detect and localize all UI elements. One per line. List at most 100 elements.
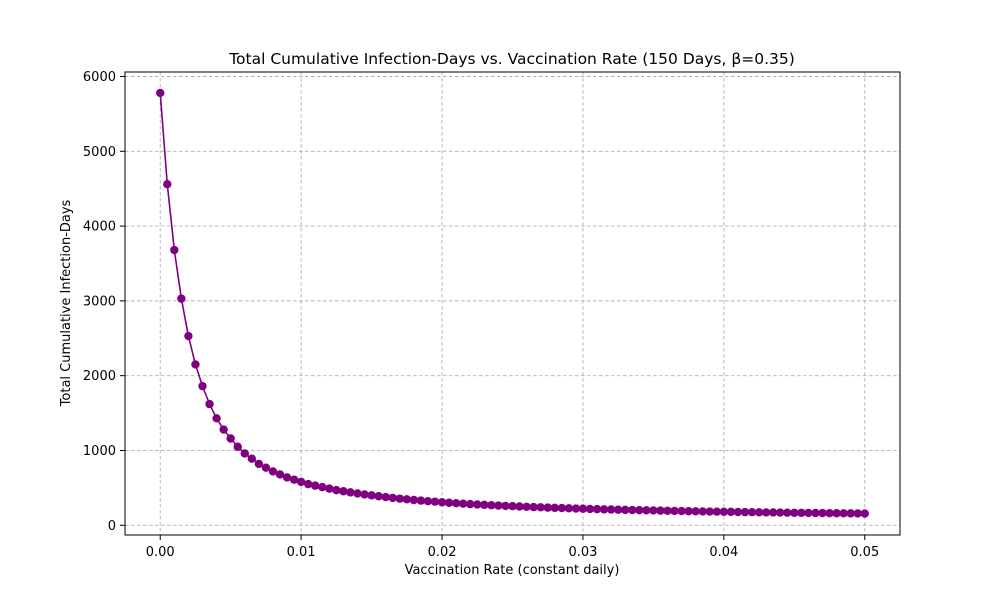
data-point (776, 508, 785, 517)
data-point (501, 501, 510, 511)
data-point (381, 492, 390, 502)
data-point (191, 360, 200, 369)
data-point (557, 503, 567, 513)
data-point (783, 508, 792, 517)
data-point (804, 508, 813, 518)
data-point (311, 481, 320, 490)
x-tick-label: 0.01 (287, 545, 316, 560)
data-point (705, 507, 714, 516)
x-tick-label: 0.03 (568, 545, 597, 560)
data-point (536, 503, 545, 512)
y-tick-label: 6000 (83, 70, 116, 85)
data-point (289, 475, 299, 484)
data-point (684, 507, 693, 516)
data-point (726, 507, 736, 517)
data-point (423, 496, 433, 506)
data-point (564, 504, 574, 513)
x-tick-label: 0.00 (146, 545, 175, 560)
x-tick-label: 0.05 (850, 545, 879, 560)
data-point (578, 504, 588, 513)
x-tick-label: 0.04 (709, 545, 738, 560)
data-point (374, 492, 383, 501)
data-point (473, 500, 482, 509)
data-point (247, 454, 257, 463)
data-point (825, 508, 834, 518)
data-point (832, 509, 841, 518)
x-axis-label: Vaccination Rate (constant daily) (405, 563, 620, 578)
data-point (522, 502, 531, 512)
data-point (635, 505, 644, 515)
data-point (254, 459, 264, 469)
data-point (818, 508, 827, 518)
data-point (698, 507, 707, 516)
data-point (388, 493, 397, 503)
plot-frame (124, 71, 901, 536)
data-point (275, 470, 285, 479)
data-point (853, 509, 862, 518)
data-point (282, 473, 292, 482)
data-point (649, 506, 658, 515)
y-tick-label: 2000 (83, 369, 116, 384)
data-point (296, 477, 306, 487)
data-point (494, 501, 503, 510)
y-tick-label: 3000 (83, 294, 116, 309)
data-point (790, 508, 799, 517)
data-point (318, 482, 327, 492)
data-point (543, 503, 552, 512)
data-point (656, 506, 665, 515)
data-point (487, 501, 496, 510)
data-point (156, 88, 165, 98)
data-point (550, 503, 559, 513)
data-point (233, 442, 242, 451)
data-point (480, 500, 489, 510)
data-point (628, 505, 637, 515)
data-point (592, 504, 602, 514)
data-point (353, 489, 362, 498)
data-point (430, 497, 440, 506)
data-point (268, 467, 278, 476)
data-point (416, 496, 426, 505)
data-point (860, 509, 869, 518)
y-tick-label: 5000 (83, 145, 116, 160)
grid (125, 72, 900, 535)
data-point (325, 484, 334, 493)
y-axis: 0 1000 2000 3000 4000 5000 6000 (83, 70, 125, 534)
data-point (212, 414, 221, 423)
data-point (219, 425, 228, 434)
data-point (205, 399, 214, 409)
data-point (515, 502, 524, 511)
data-point (606, 505, 616, 514)
data-point (444, 498, 454, 507)
data-point (839, 509, 848, 518)
data-point (451, 499, 461, 508)
chart-title: Total Cumulative Infection-Days vs. Vacc… (228, 50, 795, 68)
data-point (346, 488, 355, 497)
data-point (360, 490, 369, 499)
data-point (437, 498, 447, 507)
y-tick-label: 0 (108, 519, 116, 534)
y-tick-label: 1000 (83, 444, 116, 459)
data-point (198, 381, 207, 391)
data-point (458, 499, 468, 508)
data-point (240, 449, 249, 458)
data-point (599, 505, 609, 514)
data-point (226, 434, 235, 443)
data-point (719, 507, 729, 517)
data-point (332, 485, 341, 495)
series-layer (156, 88, 869, 518)
data-point (177, 294, 186, 303)
data-point (761, 508, 771, 517)
data-point (339, 487, 348, 496)
data-point (797, 508, 806, 518)
data-point (846, 509, 855, 518)
data-point (811, 508, 820, 518)
data-point (663, 506, 672, 515)
data-point (733, 507, 743, 517)
x-tick-label: 0.02 (428, 545, 457, 560)
data-point (754, 508, 764, 517)
data-point (303, 479, 313, 489)
data-point (747, 507, 757, 517)
data-point (740, 507, 750, 517)
data-point (409, 495, 419, 505)
